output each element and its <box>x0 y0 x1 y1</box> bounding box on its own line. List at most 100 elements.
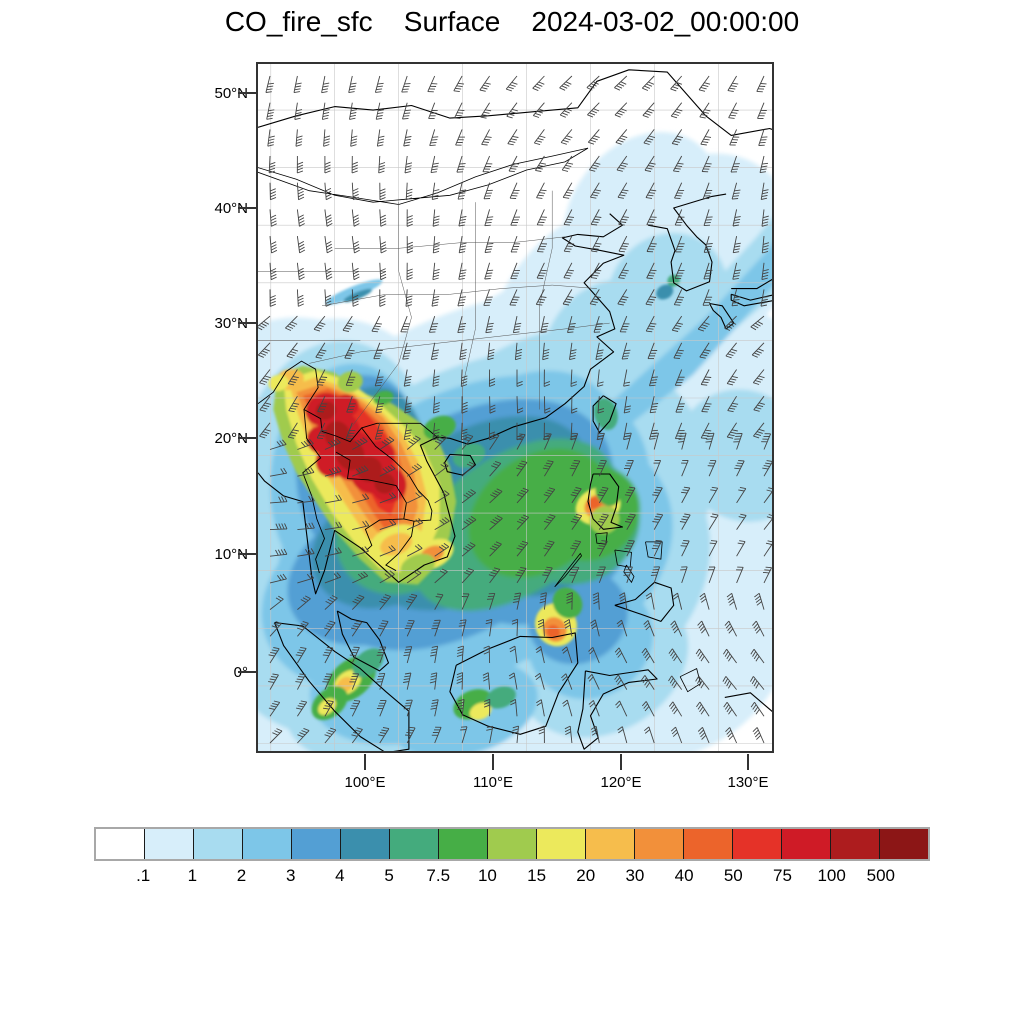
wind-barb <box>543 514 556 530</box>
wind-barb <box>406 236 414 254</box>
wind-barb <box>732 262 741 280</box>
colorbar-cell-10 <box>586 829 635 859</box>
wind-barb <box>516 396 524 414</box>
wind-barb <box>731 289 741 307</box>
wind-barb <box>453 75 465 93</box>
wind-barb <box>623 459 634 477</box>
wind-barb <box>567 315 576 333</box>
wind-barb <box>510 209 521 226</box>
wind-barb <box>324 182 332 201</box>
wind-barb <box>378 727 390 744</box>
wind-barb <box>736 540 746 557</box>
wind-barb <box>589 289 601 306</box>
wind-barb <box>297 495 315 504</box>
colorbar-tick-40: 40 <box>674 866 694 885</box>
wind-barb <box>287 369 299 386</box>
wind-barb <box>324 262 333 280</box>
wind-barb <box>430 645 439 664</box>
wind-barb <box>316 369 328 386</box>
wind-barb <box>268 647 280 664</box>
wind-barb <box>269 236 278 254</box>
wind-barb <box>734 460 745 477</box>
wind-barb <box>650 566 661 584</box>
ytick-label-30N: 30°N <box>214 315 248 332</box>
wind-barb <box>750 315 765 331</box>
wind-barb <box>268 700 281 717</box>
wind-barb <box>674 182 685 199</box>
wind-barb <box>379 519 397 531</box>
wind-barb <box>377 620 389 637</box>
wind-barb <box>543 396 551 414</box>
wind-barb <box>619 315 630 333</box>
wind-barb <box>458 236 467 254</box>
wind-barb <box>697 315 710 332</box>
wind-barb <box>403 129 412 147</box>
wind-barb <box>624 540 635 557</box>
wind-barb <box>732 209 741 227</box>
wind-barb <box>324 521 343 531</box>
wind-barb <box>597 486 609 504</box>
wind-barb <box>457 315 467 334</box>
wind-barb <box>542 566 553 584</box>
wind-barb <box>614 647 628 664</box>
wind-barb <box>506 102 518 119</box>
ytick-label-40N: 40°N <box>214 200 248 217</box>
wind-barb <box>668 675 683 690</box>
wind-barb <box>351 209 360 227</box>
wind-barb <box>323 129 331 147</box>
wind-barb <box>645 315 657 333</box>
wind-barb <box>569 566 580 584</box>
wind-barb <box>597 396 605 414</box>
wind-barb <box>699 102 711 119</box>
ytick-label-10N: 10°N <box>214 546 248 563</box>
colorbar-cell-14 <box>782 829 831 859</box>
ytick-mark-10N <box>238 553 256 555</box>
colorbar-tick-20: 20 <box>576 866 596 885</box>
map-plot-area[interactable] <box>256 62 774 753</box>
wind-barb <box>670 75 683 92</box>
wind-barb <box>569 460 581 477</box>
wind-barb <box>701 396 712 413</box>
wind-barb <box>703 235 713 253</box>
wind-barb <box>588 646 600 664</box>
wind-barb <box>707 566 716 584</box>
wind-barb <box>736 486 747 504</box>
wind-barb <box>461 489 476 504</box>
wind-barb <box>405 289 413 307</box>
wind-barb <box>509 289 520 306</box>
wind-barb <box>489 541 502 557</box>
wind-barb <box>286 342 299 359</box>
wind-barb <box>483 645 491 664</box>
wind-barb <box>651 540 663 557</box>
wind-barb <box>404 620 415 637</box>
wind-barb <box>760 289 769 307</box>
wind-barb <box>761 433 772 450</box>
wind-barb <box>433 396 440 414</box>
wind-barb <box>512 592 522 610</box>
wind-barb <box>379 570 395 584</box>
wind-barb <box>673 155 684 173</box>
wind-barb <box>514 342 523 361</box>
wind-barb <box>269 289 276 307</box>
wind-barb <box>376 672 386 690</box>
wind-barb <box>616 619 628 637</box>
wind-barb <box>563 235 575 253</box>
wind-barb <box>489 460 502 477</box>
wind-barb <box>642 102 655 118</box>
colorbar-tick-10: 10 <box>477 866 497 885</box>
wind-barb <box>401 75 411 93</box>
wind-barb <box>406 435 421 450</box>
wind-barb <box>485 618 493 637</box>
colorbar-cell-16 <box>880 829 928 859</box>
wind-barb <box>761 262 769 281</box>
wind-barb <box>641 675 655 690</box>
wind-barb <box>461 396 468 414</box>
colorbar-cell-1 <box>145 829 194 859</box>
wind-barb <box>670 102 683 119</box>
wind-barb <box>698 75 711 92</box>
wind-barb <box>324 595 338 610</box>
wind-barb <box>489 515 503 530</box>
wind-barb <box>512 316 522 334</box>
colorbar-tick-50: 50 <box>723 866 743 885</box>
